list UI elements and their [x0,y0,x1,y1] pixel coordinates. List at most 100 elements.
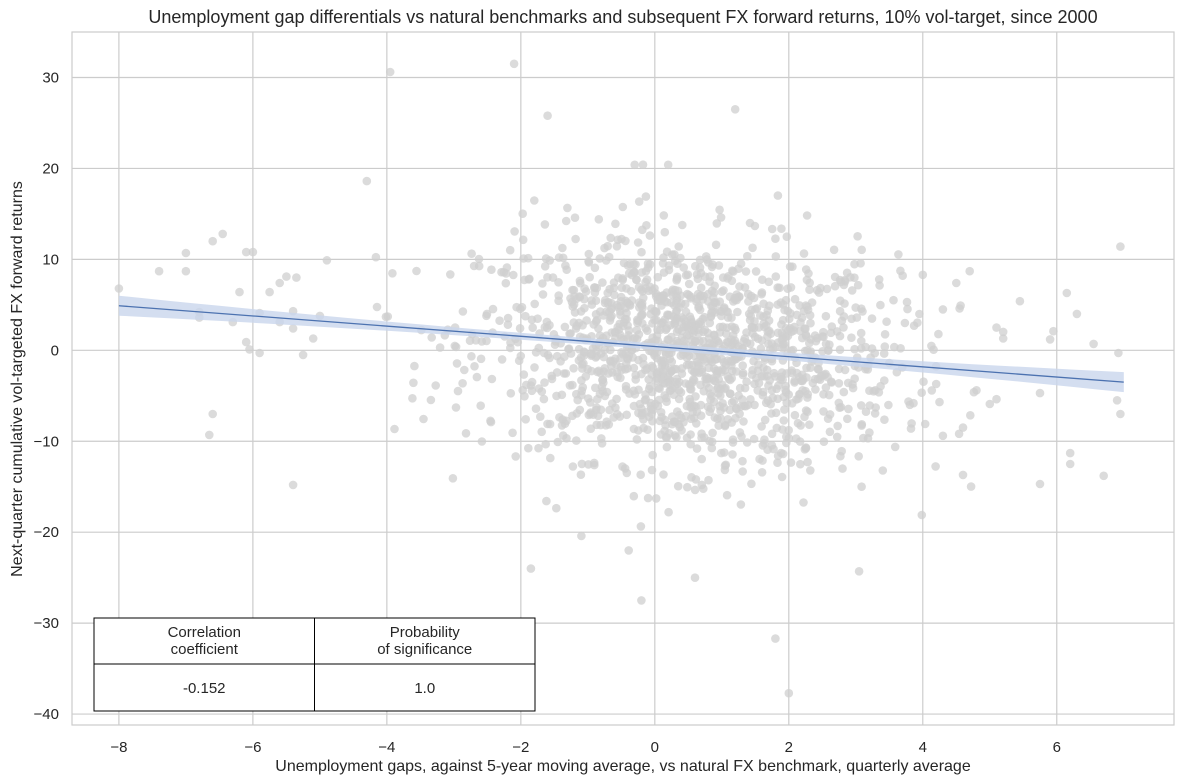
data-point [708,428,717,438]
data-point [966,482,976,491]
data-point [292,273,301,282]
data-point [717,380,727,390]
data-point [803,457,812,467]
x-tick-label: −8 [110,739,127,756]
data-point [543,350,553,360]
data-point [629,386,638,396]
data-point [431,381,441,390]
data-point [584,249,594,259]
data-point [739,417,748,426]
data-point [521,415,530,424]
data-point [648,387,657,397]
data-point [678,220,687,230]
data-point [527,377,537,387]
data-point [686,294,695,303]
data-point [564,345,573,354]
data-point [181,248,191,258]
data-point [686,439,695,449]
data-point [408,394,417,403]
data-point [954,429,964,439]
data-point [902,297,912,307]
data-point [1062,288,1072,298]
data-point [827,378,836,387]
data-point [606,233,615,243]
data-point [704,475,713,485]
y-tick-label: 0 [51,342,59,359]
data-point [723,274,732,283]
data-point [805,285,814,295]
data-point [637,247,646,257]
data-point [835,296,845,306]
data-point [837,316,847,326]
data-point [830,281,840,291]
data-point [591,317,601,326]
data-point [714,421,723,430]
data-point [751,305,760,314]
data-point [610,290,619,300]
data-point [688,378,697,388]
data-point [726,356,735,366]
data-point [645,231,655,240]
data-point [181,266,191,276]
data-point [530,363,539,372]
data-point [840,365,850,375]
stats-table-header: Probability [390,624,461,641]
data-point [542,317,552,327]
data-point [448,474,458,483]
data-point [672,276,681,285]
data-point [692,444,702,453]
data-point [767,409,776,418]
data-point [520,275,529,285]
data-point [672,327,682,337]
data-point [779,300,788,309]
data-point [777,224,786,233]
data-point [802,211,812,220]
data-point [758,456,767,465]
data-point [578,321,587,330]
data-point [534,443,543,453]
data-point [681,307,691,317]
data-point [822,284,832,294]
data-point [660,357,669,366]
data-point [734,391,743,400]
y-axis-ticks: −40 −30 −20 −10 0 10 20 30 [34,69,59,723]
data-point [1099,471,1108,481]
data-point [569,300,579,309]
data-point [790,410,800,420]
data-point [711,240,721,250]
data-point [903,304,912,314]
data-point [728,450,737,459]
data-point [754,323,764,332]
data-point [803,302,812,312]
data-point [771,634,780,643]
data-point [738,361,747,370]
data-point [674,242,683,251]
data-point [965,266,974,276]
data-point [716,213,726,222]
data-point [833,421,842,431]
data-point [788,262,797,272]
data-point [1072,309,1082,319]
data-point [777,472,787,482]
data-point [518,235,528,245]
data-point [742,438,752,447]
data-point [780,405,789,414]
data-point [427,333,437,342]
data-point [696,352,705,361]
data-point [602,417,611,427]
data-point [616,353,625,363]
data-point [758,387,768,397]
data-point [818,332,827,341]
data-point [1065,459,1075,469]
x-axis-label: Unemployment gaps, against 5-year moving… [275,758,971,775]
data-point [633,315,642,325]
data-point [819,407,828,416]
data-point [591,383,600,393]
data-point [725,389,735,399]
data-point [516,351,526,361]
data-point [1116,409,1125,419]
data-point [648,450,657,460]
data-point [562,416,571,426]
data-point [826,328,836,338]
data-point [705,272,715,281]
